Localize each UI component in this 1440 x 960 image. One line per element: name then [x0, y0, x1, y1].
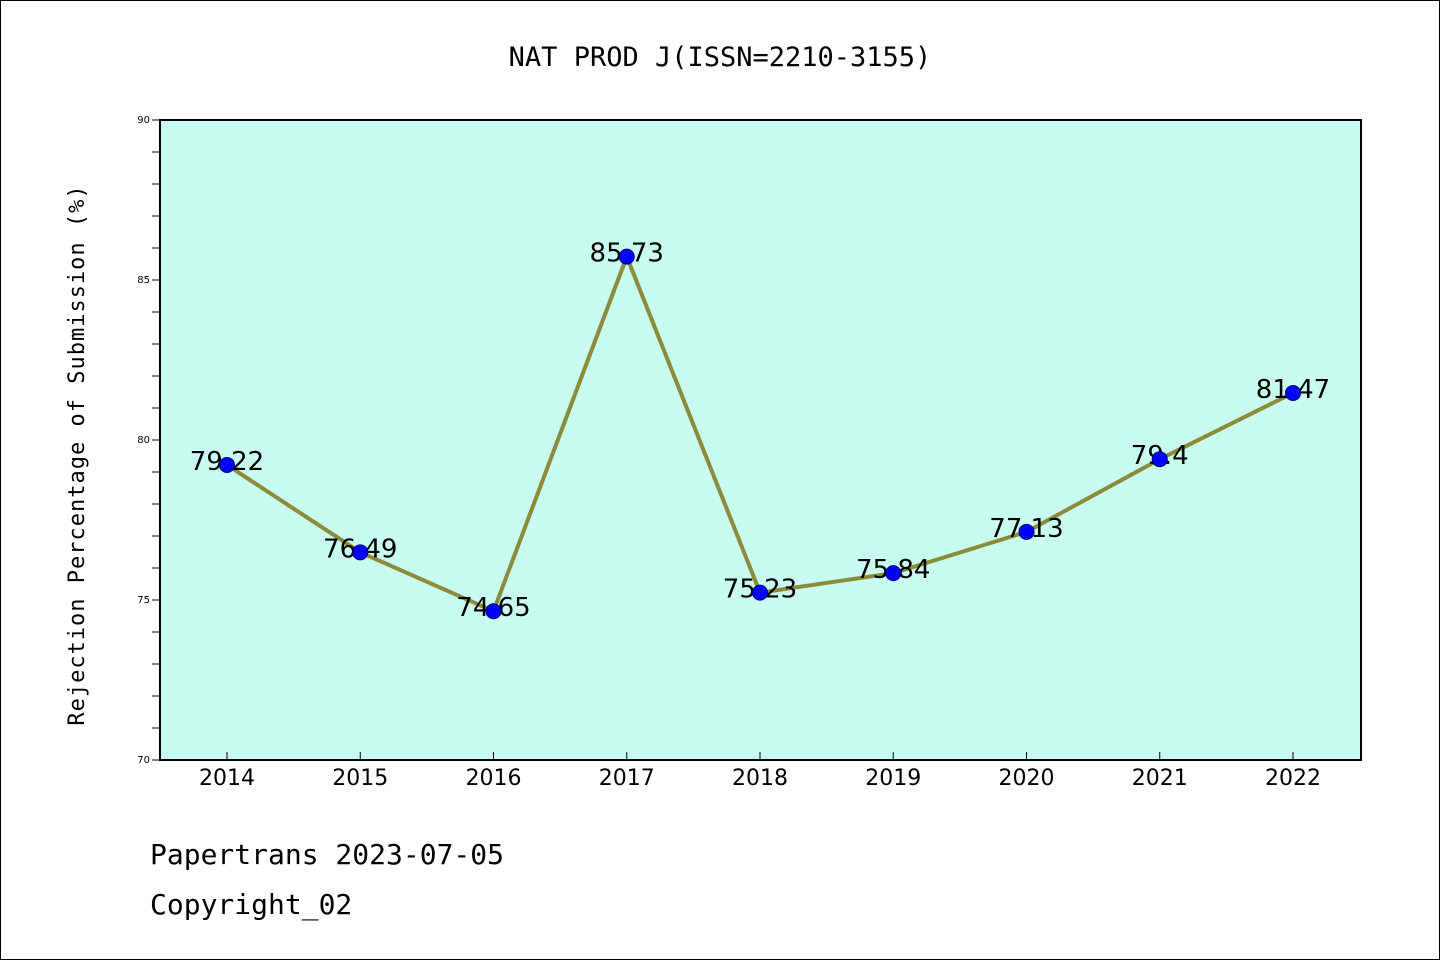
footer-date: Papertrans 2023-07-05 [150, 838, 504, 871]
plot-area [160, 120, 1361, 760]
y-axis: 70 75 80 85 90 [137, 115, 160, 766]
y-tick-label: 70 [137, 755, 150, 766]
data-point [885, 565, 902, 582]
x-tick-label: 2022 [1265, 766, 1321, 791]
data-point [352, 544, 369, 561]
data-point [1285, 384, 1301, 401]
y-tick-label: 85 [137, 275, 150, 286]
data-point [485, 603, 502, 620]
x-axis: 2014 2015 2016 2017 2018 2019 2020 2021 2022 [199, 752, 1321, 791]
y-tick-label: 75 [137, 595, 150, 606]
x-tick-label: 2017 [599, 766, 655, 791]
x-tick-label: 2014 [199, 766, 255, 791]
x-tick-label: 2020 [999, 766, 1055, 791]
plot-border [159, 119, 1362, 761]
footer-copyright: Copyright_02 [150, 888, 352, 922]
y-tick-label: 90 [137, 115, 150, 126]
x-tick-label: 2021 [1132, 766, 1188, 791]
data-point [1018, 523, 1035, 540]
data-point [1151, 451, 1168, 468]
data-point [219, 456, 235, 473]
chart-title: NAT PROD J(ISSN=2210-3155) [509, 42, 932, 73]
data-point [618, 248, 635, 265]
series-layer: 79.2276.4974.6585.7375.2375.8477.1379.48… [190, 239, 1330, 624]
y-axis-label: Rejection Percentage of Submission (%) [65, 184, 90, 725]
x-tick-label: 2015 [332, 766, 388, 791]
x-tick-label: 2016 [466, 766, 522, 791]
x-tick-label: 2019 [865, 766, 921, 791]
y-tick-label: 80 [137, 435, 150, 446]
data-point [752, 584, 768, 601]
x-tick-label: 2018 [732, 766, 788, 791]
